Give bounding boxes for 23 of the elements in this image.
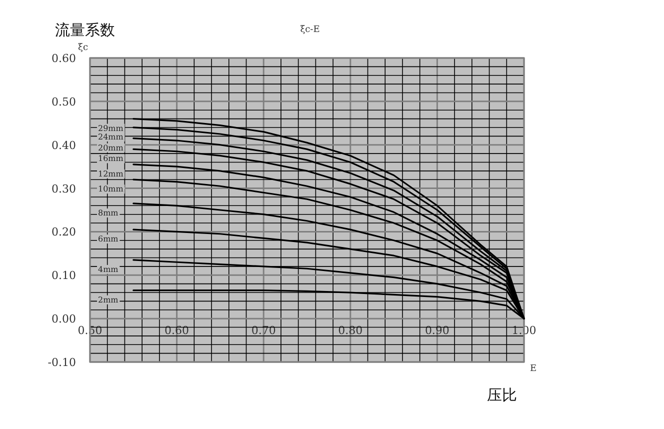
y-tick-label: 0.10 bbox=[52, 269, 76, 282]
series-label: 8mm bbox=[98, 208, 119, 218]
series-label: 16mm bbox=[98, 154, 124, 164]
series-label: 12mm bbox=[98, 169, 124, 178]
y-tick-label: 0.30 bbox=[52, 182, 76, 196]
series-label: 2mm bbox=[98, 295, 119, 304]
series-label: 4mm bbox=[98, 264, 119, 274]
y-tick-label: -0.10 bbox=[48, 356, 76, 369]
y-tick-label: 0.20 bbox=[52, 226, 76, 239]
series-label: 10mm bbox=[98, 184, 124, 194]
chart-title: ξc-E bbox=[300, 25, 320, 35]
series-label: 24mm bbox=[98, 132, 124, 142]
series-label: 6mm bbox=[98, 234, 119, 244]
series-label: 20mm bbox=[98, 143, 124, 152]
text: E bbox=[530, 364, 537, 374]
y-tick-label: 0.40 bbox=[52, 138, 76, 152]
y-tick-label: 0.50 bbox=[52, 95, 76, 108]
x-axis-title: 压比 bbox=[487, 386, 517, 404]
y-tick-label: 0.60 bbox=[52, 52, 76, 65]
series-label: 29mm bbox=[98, 124, 124, 133]
y-axis-title: 流量系数 bbox=[55, 21, 115, 39]
y-tick-label: 0.00 bbox=[52, 312, 76, 326]
text: ξc bbox=[78, 43, 88, 53]
